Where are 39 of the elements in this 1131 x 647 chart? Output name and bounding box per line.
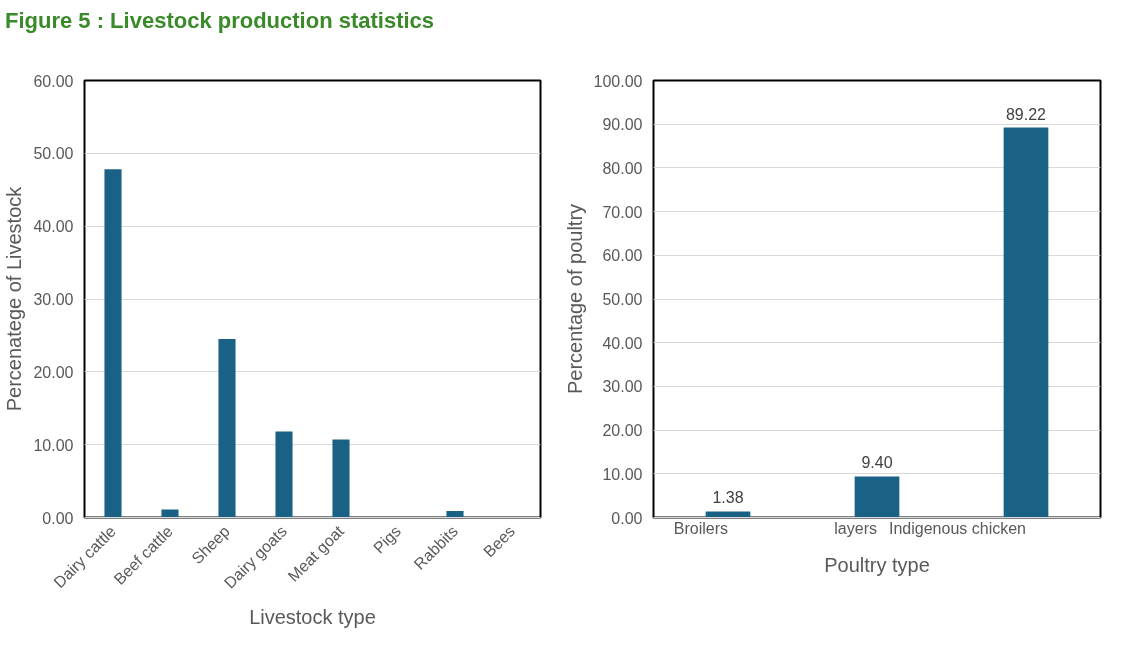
bar <box>161 509 179 518</box>
data-label: 9.40 <box>861 454 893 472</box>
y-tick-label: 80.00 <box>602 159 643 177</box>
x-tick-label: layers <box>834 520 878 537</box>
y-axis-title: Percentage of poultry <box>563 203 586 395</box>
bar <box>218 339 236 518</box>
y-tick-label: 70.00 <box>602 203 643 221</box>
x-axis-title: Poultry type <box>824 553 930 576</box>
y-tick-label: 20.00 <box>33 363 74 381</box>
data-label: 89.22 <box>1005 105 1047 123</box>
y-tick-label: 60.00 <box>33 72 74 90</box>
y-tick-label: 100.00 <box>593 72 643 90</box>
y-tick-label: 40.00 <box>602 334 643 352</box>
y-tick-label: 40.00 <box>33 218 74 236</box>
x-tick-label: Indigenous chicken <box>889 520 1026 537</box>
bar <box>705 511 751 518</box>
data-label: 1.38 <box>712 489 744 507</box>
x-tick-label: Pigs <box>369 522 405 557</box>
bar <box>332 439 350 518</box>
y-tick-label: 50.00 <box>33 145 74 163</box>
bar <box>104 169 122 518</box>
y-tick-label: 50.00 <box>602 291 643 308</box>
bar <box>854 476 900 518</box>
y-tick-label: 10.00 <box>602 465 643 483</box>
x-axis-title: Livestock type <box>249 605 376 628</box>
y-tick-label: 30.00 <box>33 291 74 308</box>
x-tick-label: Broilers <box>673 520 728 537</box>
y-tick-label: 10.00 <box>33 436 74 454</box>
y-tick-label: 0.00 <box>611 509 643 527</box>
y-tick-label: 20.00 <box>602 422 643 440</box>
y-tick-label: 60.00 <box>602 247 643 265</box>
bar <box>446 510 464 518</box>
y-tick-label: 0.00 <box>42 509 74 527</box>
y-tick-label: 90.00 <box>602 116 643 134</box>
bar <box>1003 127 1049 518</box>
chart-title: Figure 5 : Livestock production statistics <box>5 7 435 35</box>
bar <box>275 431 293 518</box>
y-tick-label: 30.00 <box>602 378 643 396</box>
y-axis-title: Percenatege of Livestock <box>3 185 26 412</box>
